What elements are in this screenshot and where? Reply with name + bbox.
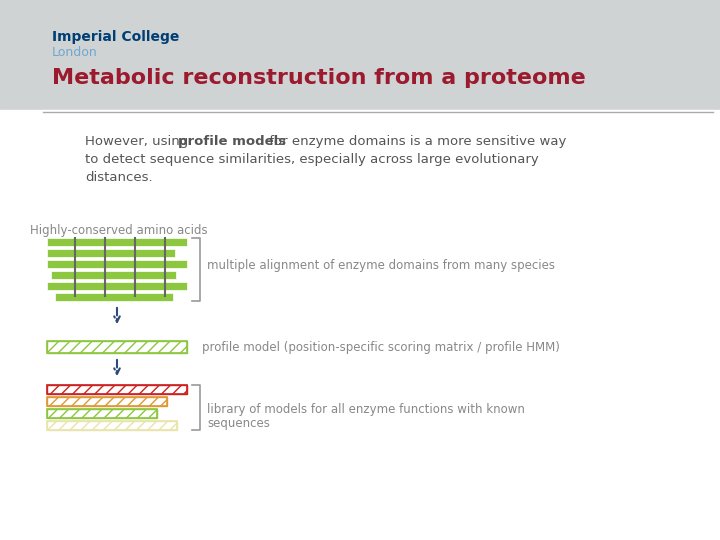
Bar [51,271,176,279]
Text: sequences: sequences [207,417,270,430]
Bar [47,341,187,353]
Bar [47,409,157,418]
Bar [47,409,157,418]
Text: library of models for all enzyme functions with known: library of models for all enzyme functio… [207,403,525,416]
Text: to detect sequence similarities, especially across large evolutionary: to detect sequence similarities, especia… [85,153,539,166]
Bar [55,293,173,301]
Bar [0,0,720,110]
Bar [47,385,187,394]
Bar [47,282,187,290]
Bar [47,249,175,257]
Bar [47,341,187,353]
Bar [47,421,177,430]
Text: distances.: distances. [85,171,153,184]
Text: Highly-conserved amino acids: Highly-conserved amino acids [30,224,207,237]
Text: profile model (position-specific scoring matrix / profile HMM): profile model (position-specific scoring… [202,341,560,354]
Text: for enzyme domains is a more sensitive way: for enzyme domains is a more sensitive w… [265,135,567,148]
Bar [47,421,177,430]
Text: Metabolic reconstruction from a proteome: Metabolic reconstruction from a proteome [52,68,586,88]
Bar [47,238,187,246]
Bar [0,110,720,540]
Bar [47,397,167,406]
Text: However, using: However, using [85,135,192,148]
Bar [47,385,187,394]
Text: multiple alignment of enzyme domains from many species: multiple alignment of enzyme domains fro… [207,259,555,272]
Text: profile models: profile models [178,135,286,148]
Bar [47,397,167,406]
Bar [47,260,187,268]
Text: London: London [52,46,98,59]
Text: Imperial College: Imperial College [52,30,179,44]
